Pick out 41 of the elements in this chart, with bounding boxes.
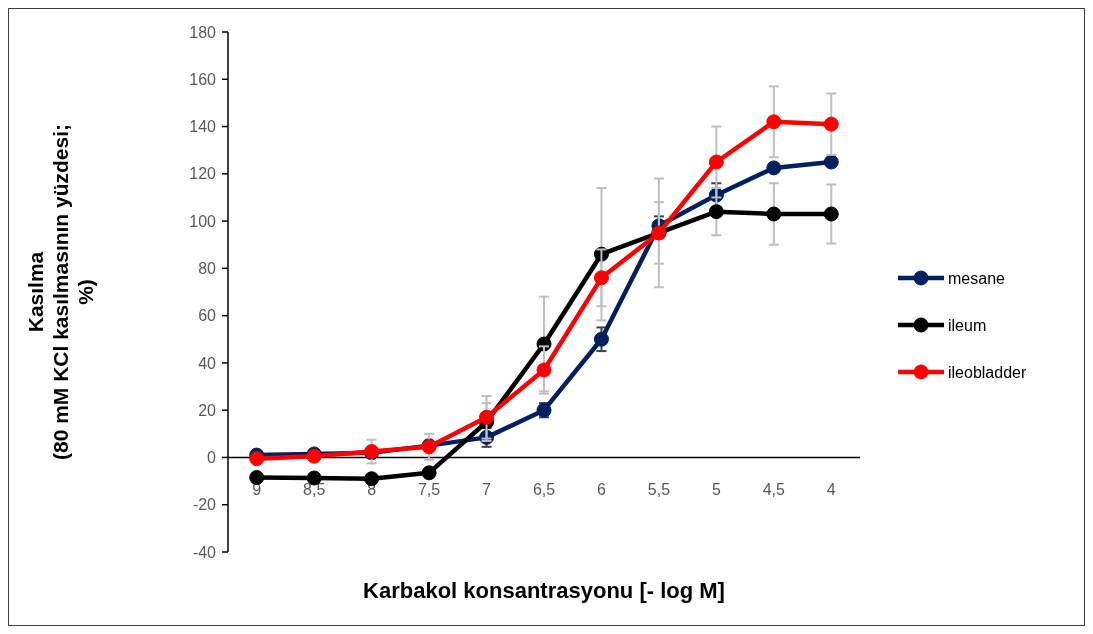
x-axis-title: Karbakol konsantrasyonu [- log M] bbox=[363, 578, 725, 603]
x-tick-label: 4,5 bbox=[762, 481, 786, 499]
y-tick-label: 20 bbox=[198, 401, 217, 419]
y-tick-label: 40 bbox=[198, 354, 217, 372]
point bbox=[766, 114, 782, 130]
point bbox=[249, 451, 265, 467]
x-tick-label: 7 bbox=[482, 481, 492, 499]
x-tick-label: 5 bbox=[711, 481, 721, 499]
y-tick-label: 0 bbox=[207, 449, 217, 467]
x-tick-label: 7,5 bbox=[417, 481, 441, 499]
point bbox=[249, 470, 265, 486]
point bbox=[593, 331, 609, 347]
y-tick-label: 80 bbox=[198, 259, 217, 277]
x-tick-label: 6 bbox=[597, 481, 606, 499]
point bbox=[708, 204, 724, 220]
point bbox=[421, 465, 437, 481]
y-tick-label: 60 bbox=[198, 307, 217, 325]
point bbox=[823, 206, 839, 222]
legend-label: mesane bbox=[948, 269, 1006, 287]
point bbox=[823, 116, 839, 132]
point bbox=[479, 409, 495, 425]
y-axis-title: Kasılma (80 mM KCl kasılmasının yüzdesi; %) bbox=[23, 123, 98, 461]
y-tick-label: -40 bbox=[192, 543, 217, 561]
x-tick-label: 8,5 bbox=[303, 481, 326, 499]
x-tick-label: 6,5 bbox=[532, 481, 556, 499]
y-tick-label: 180 bbox=[189, 23, 217, 41]
point bbox=[536, 362, 552, 378]
y-tick-label: 160 bbox=[189, 70, 217, 88]
point bbox=[766, 206, 782, 222]
legend-label: ileum bbox=[948, 316, 987, 334]
x-tick-label: 5,5 bbox=[647, 481, 671, 499]
point bbox=[823, 154, 839, 170]
y-tick-label: 100 bbox=[189, 212, 217, 230]
legend-label: ileobladder bbox=[948, 363, 1027, 381]
point bbox=[593, 270, 609, 286]
x-tick-label: 4 bbox=[826, 481, 836, 499]
y-tick-label: -20 bbox=[192, 496, 217, 514]
y-tick-label: 120 bbox=[189, 165, 217, 183]
point bbox=[708, 154, 724, 170]
point bbox=[766, 160, 782, 176]
y-tick-label: 140 bbox=[189, 118, 217, 136]
